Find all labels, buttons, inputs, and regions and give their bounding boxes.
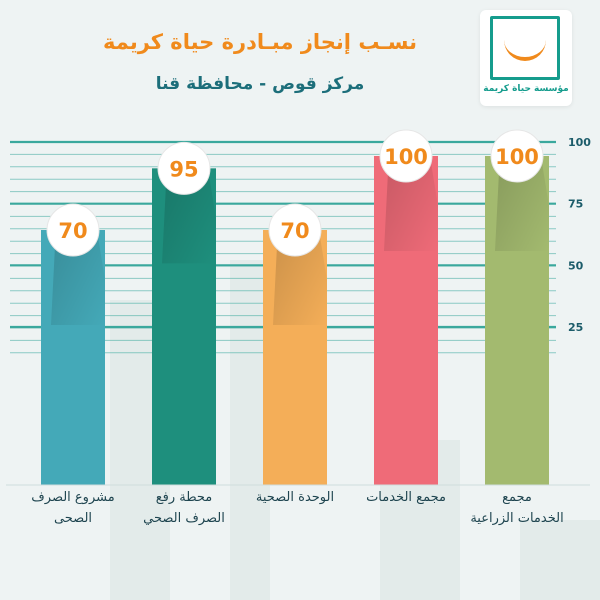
- category-label-line: الخدمات الزراعية: [470, 511, 564, 526]
- category-label: مجمع الخدمات: [347, 487, 465, 508]
- logo: مؤسسة حياة كريمة: [480, 10, 572, 106]
- category-label-line: مجمع الخدمات: [366, 490, 446, 505]
- y-tick-label: 100: [568, 136, 591, 149]
- logo-text: مؤسسة حياة كريمة: [483, 84, 569, 94]
- chart-subtitle: مركز قوص - محافظة قنا: [155, 74, 365, 94]
- category-label: مشروع الصرف الصحى: [14, 487, 132, 529]
- value-label: 100: [384, 145, 428, 169]
- category-label: مجمع الخدمات الزراعية: [458, 487, 576, 529]
- value-badge: [490, 129, 544, 183]
- value-badge: [379, 129, 433, 183]
- value-badge: [268, 203, 322, 257]
- y-tick-label: 50: [568, 259, 584, 272]
- y-tick-label: 25: [568, 321, 583, 334]
- background-building: [520, 520, 600, 600]
- category-label-line: مجمع: [502, 490, 532, 505]
- category-label-line: محطة رفع: [155, 490, 213, 505]
- category-label-line: الصحى: [53, 511, 93, 526]
- category-label: محطة رفع الصرف الصحي: [125, 487, 243, 529]
- category-label-line: الوحدة الصحية: [255, 490, 335, 505]
- category-label-line: الصرف الصحي: [143, 511, 225, 526]
- y-tick-label: 75: [568, 198, 583, 211]
- logo-frame: [490, 16, 560, 80]
- value-badge: [157, 141, 211, 195]
- value-label: 70: [58, 219, 87, 243]
- value-label: 70: [280, 219, 309, 243]
- chart-title: نسـب إنجاز مبـادرة حياة كريمة: [103, 30, 417, 54]
- value-label: 95: [169, 157, 198, 181]
- value-label: 100: [495, 145, 539, 169]
- smile-icon: [504, 35, 546, 61]
- category-label-line: مشروع الصرف: [31, 490, 115, 505]
- value-badge: [46, 203, 100, 257]
- category-label: الوحدة الصحية: [236, 487, 354, 508]
